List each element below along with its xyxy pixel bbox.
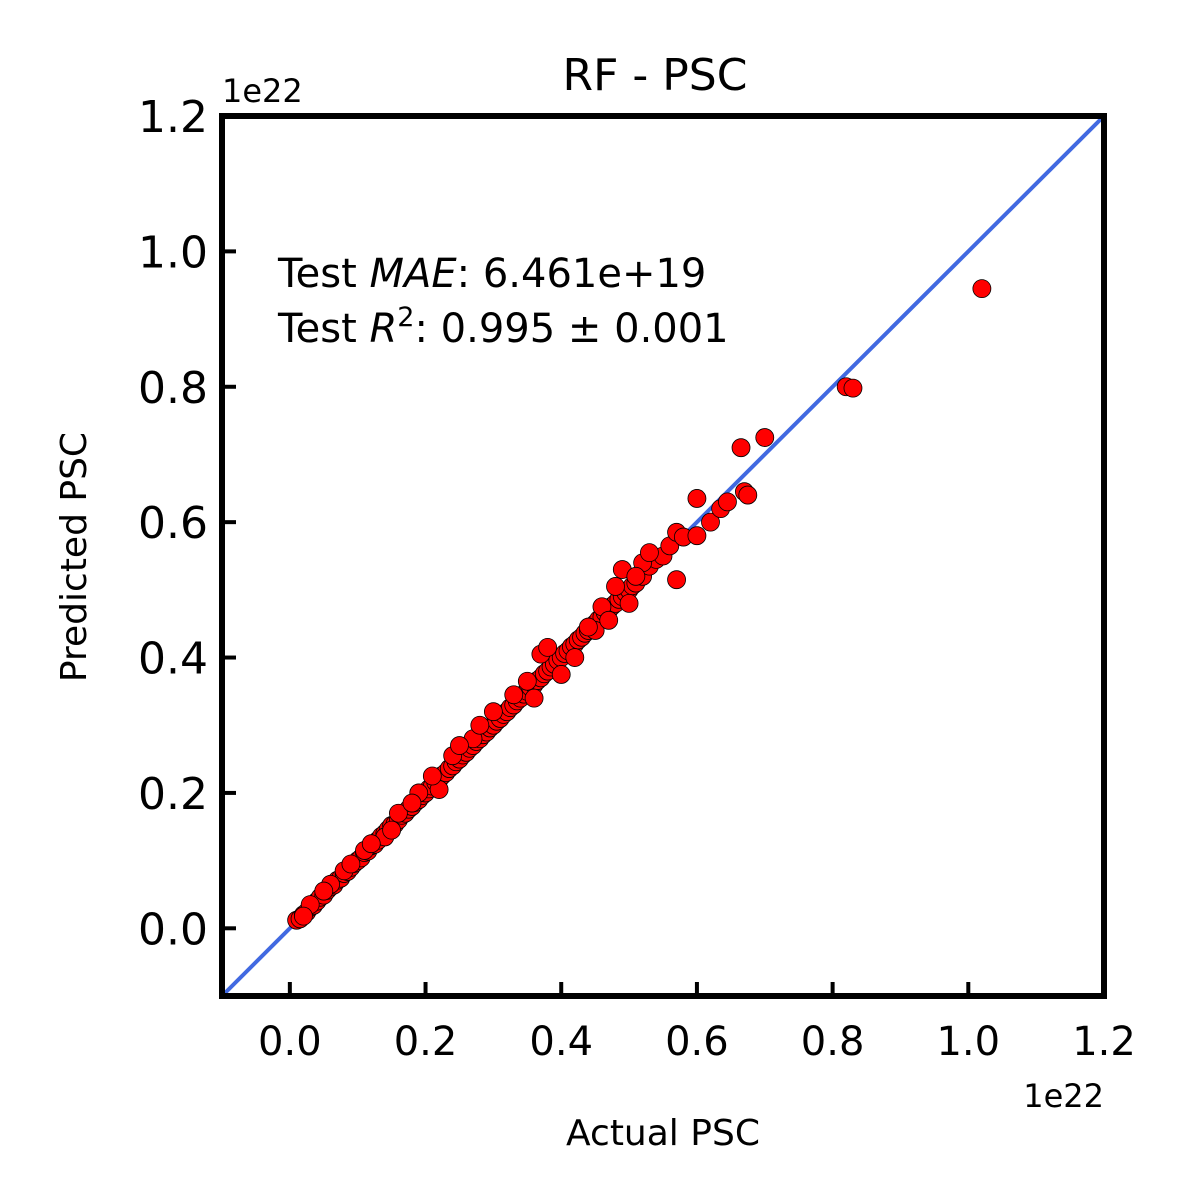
data-point bbox=[843, 378, 863, 398]
data-point bbox=[470, 715, 490, 735]
data-point bbox=[667, 570, 686, 590]
x-tick-label: 1.0 bbox=[936, 1019, 1000, 1065]
data-point bbox=[578, 617, 598, 637]
data-point bbox=[972, 279, 992, 299]
data-points bbox=[287, 279, 992, 930]
y-tick-label: 0.4 bbox=[138, 634, 208, 685]
r2-annotation: Test R2: 0.995 ± 0.001 bbox=[277, 302, 729, 352]
data-point bbox=[606, 577, 625, 596]
data-point bbox=[626, 566, 646, 586]
y-axis-label: Predicted PSC bbox=[54, 432, 95, 682]
data-point bbox=[538, 637, 558, 657]
data-point bbox=[718, 492, 737, 512]
data-point bbox=[524, 688, 544, 708]
data-point bbox=[640, 543, 659, 563]
x-tick-label: 0.4 bbox=[529, 1019, 593, 1065]
y-tick-label: 1.0 bbox=[138, 227, 208, 278]
data-point bbox=[341, 854, 361, 874]
x-tick-label: 0.0 bbox=[258, 1019, 322, 1065]
data-point bbox=[517, 671, 537, 691]
data-point bbox=[687, 526, 707, 546]
data-point bbox=[565, 648, 585, 667]
tick-labels: 0.0 0.2 0.4 0.6 0.8 1.0 1.2 0.0 0.2 0.4 0.6 0.8 1.0 1… bbox=[138, 92, 1136, 1065]
data-point bbox=[504, 685, 524, 705]
y-tick-label: 0.6 bbox=[138, 498, 208, 549]
data-point bbox=[382, 820, 402, 840]
y-tick-label: 1.2 bbox=[138, 92, 208, 143]
data-point bbox=[599, 610, 619, 630]
data-point bbox=[422, 766, 442, 786]
y-tick-label: 0.8 bbox=[138, 363, 208, 414]
x-offset-label: 1e22 bbox=[1023, 1077, 1104, 1115]
data-point bbox=[619, 593, 639, 613]
plot-frame bbox=[219, 113, 1107, 999]
data-point bbox=[731, 438, 751, 458]
y-tick-label: 0.0 bbox=[138, 904, 208, 955]
data-point bbox=[551, 665, 571, 684]
mae-annotation: Test MAE: 6.461e+19 bbox=[277, 251, 706, 297]
data-point bbox=[388, 803, 408, 823]
data-point bbox=[450, 736, 469, 755]
x-tick-label: 0.6 bbox=[665, 1019, 729, 1065]
data-point bbox=[361, 834, 381, 854]
data-point bbox=[701, 512, 720, 532]
data-point bbox=[483, 702, 503, 722]
x-axis-label: Actual PSC bbox=[566, 1113, 760, 1154]
data-point bbox=[294, 906, 313, 926]
y-offset-label: 1e22 bbox=[222, 72, 303, 110]
data-point bbox=[314, 881, 334, 901]
chart-title: RF - PSC bbox=[563, 50, 748, 101]
data-point bbox=[738, 485, 758, 505]
x-tick-label: 1.2 bbox=[1072, 1019, 1136, 1065]
data-point bbox=[402, 793, 422, 813]
y-tick-label: 0.2 bbox=[138, 769, 208, 820]
data-point bbox=[687, 489, 707, 508]
x-tick-label: 0.2 bbox=[394, 1019, 458, 1065]
data-point bbox=[755, 428, 775, 447]
x-tick-label: 0.8 bbox=[801, 1019, 865, 1065]
